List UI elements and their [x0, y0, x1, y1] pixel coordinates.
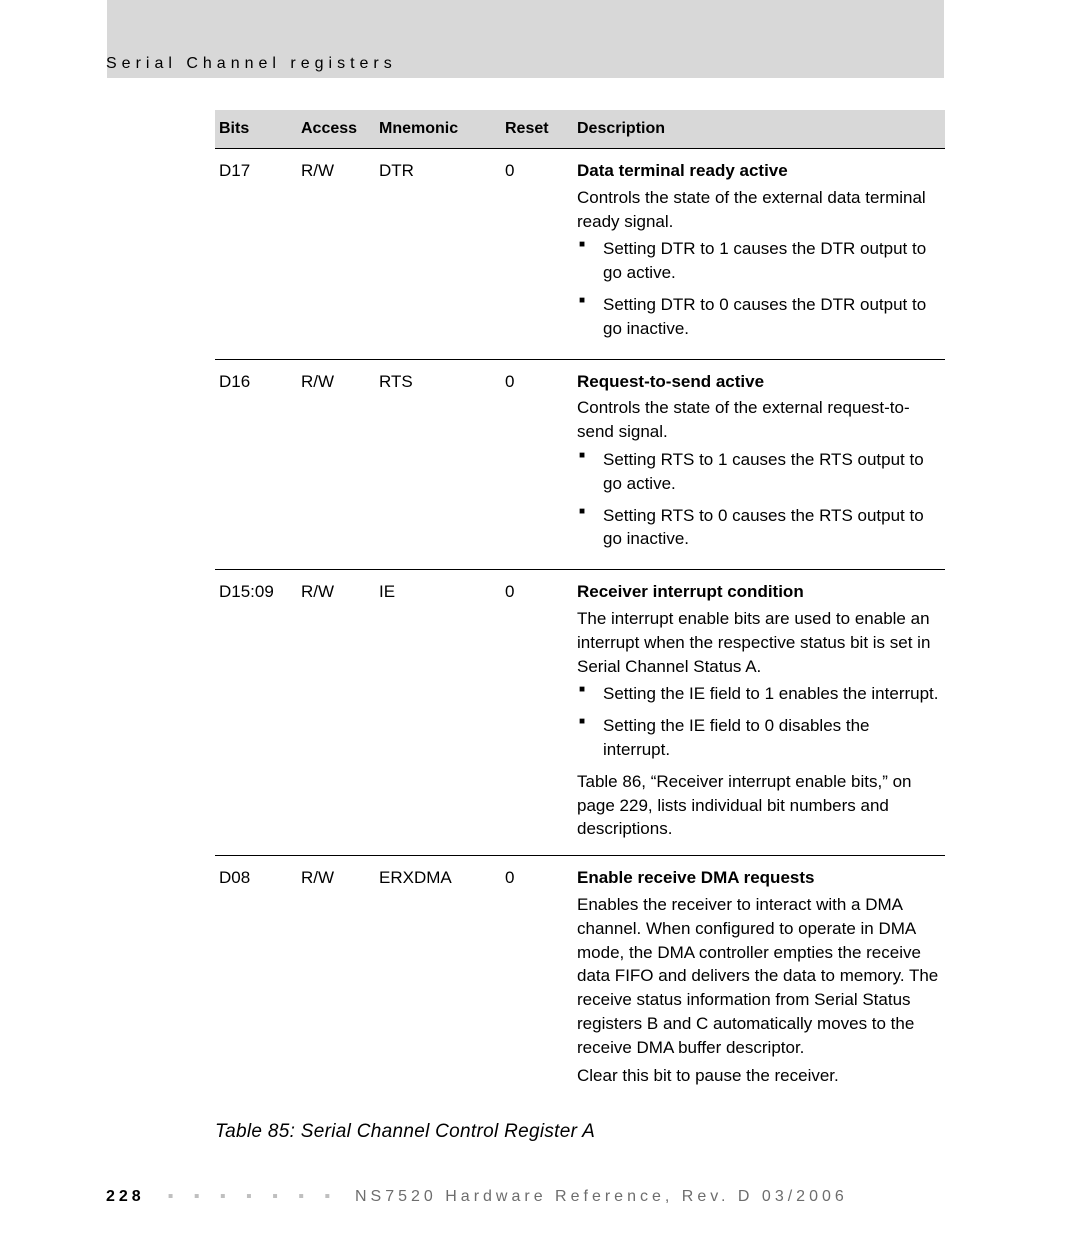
cell-reset: 0: [501, 149, 573, 360]
bullet-list: Setting the IE field to 1 enables the in…: [577, 682, 939, 761]
cell-access: R/W: [297, 570, 375, 856]
bullet-list: Setting RTS to 1 causes the RTS output t…: [577, 448, 939, 551]
register-table: Bits Access Mnemonic Reset Description D…: [215, 110, 945, 1101]
cell-description: Data terminal ready active Controls the …: [573, 149, 945, 360]
bullet-list: Setting DTR to 1 causes the DTR output t…: [577, 237, 939, 340]
bullet-item: Setting the IE field to 0 disables the i…: [577, 714, 939, 762]
desc-paragraph: Enables the receiver to interact with a …: [577, 893, 939, 1060]
cell-reset: 0: [501, 856, 573, 1102]
table-row: D17 R/W DTR 0 Data terminal ready active…: [215, 149, 945, 360]
cell-mnemonic: ERXDMA: [375, 856, 501, 1102]
cell-bits: D15:09: [215, 570, 297, 856]
bullet-item: Setting DTR to 1 causes the DTR output t…: [577, 237, 939, 285]
col-header-access: Access: [297, 110, 375, 149]
cell-mnemonic: DTR: [375, 149, 501, 360]
desc-title: Enable receive DMA requests: [577, 866, 939, 890]
cell-description: Request-to-send active Controls the stat…: [573, 359, 945, 570]
bullet-item: Setting RTS to 1 causes the RTS output t…: [577, 448, 939, 496]
section-title: Serial Channel registers: [106, 55, 397, 73]
desc-title: Request-to-send active: [577, 370, 939, 394]
cell-mnemonic: RTS: [375, 359, 501, 570]
table-caption: Table 85: Serial Channel Control Registe…: [215, 1121, 945, 1143]
cell-access: R/W: [297, 359, 375, 570]
cell-bits: D17: [215, 149, 297, 360]
page-number: 228: [106, 1188, 145, 1205]
cell-access: R/W: [297, 149, 375, 360]
cell-bits: D16: [215, 359, 297, 570]
cell-reset: 0: [501, 570, 573, 856]
content-region: Bits Access Mnemonic Reset Description D…: [215, 110, 945, 1143]
col-header-bits: Bits: [215, 110, 297, 149]
cell-access: R/W: [297, 856, 375, 1102]
desc-title: Receiver interrupt condition: [577, 580, 939, 604]
desc-paragraph: Clear this bit to pause the receiver.: [577, 1064, 939, 1088]
col-header-description: Description: [573, 110, 945, 149]
cell-mnemonic: IE: [375, 570, 501, 856]
desc-paragraph: Table 86, “Receiver interrupt enable bit…: [577, 770, 939, 841]
col-header-reset: Reset: [501, 110, 573, 149]
table-row: D08 R/W ERXDMA 0 Enable receive DMA requ…: [215, 856, 945, 1102]
col-header-mnemonic: Mnemonic: [375, 110, 501, 149]
table-header-row: Bits Access Mnemonic Reset Description: [215, 110, 945, 149]
cell-bits: D08: [215, 856, 297, 1102]
desc-paragraph: The interrupt enable bits are used to en…: [577, 607, 939, 678]
footer-reference: NS7520 Hardware Reference, Rev. D 03/200…: [355, 1188, 848, 1205]
desc-title: Data terminal ready active: [577, 159, 939, 183]
cell-reset: 0: [501, 359, 573, 570]
bullet-item: Setting the IE field to 1 enables the in…: [577, 682, 939, 706]
cell-description: Receiver interrupt condition The interru…: [573, 570, 945, 856]
bullet-item: Setting DTR to 0 causes the DTR output t…: [577, 293, 939, 341]
bullet-item: Setting RTS to 0 causes the RTS output t…: [577, 504, 939, 552]
desc-paragraph: Controls the state of the external data …: [577, 186, 939, 234]
table-row: D16 R/W RTS 0 Request-to-send active Con…: [215, 359, 945, 570]
page-footer: 228 ▪ ▪ ▪ ▪ ▪ ▪ ▪ NS7520 Hardware Refere…: [106, 1188, 848, 1206]
footer-dots: ▪ ▪ ▪ ▪ ▪ ▪ ▪: [168, 1188, 338, 1205]
desc-paragraph: Controls the state of the external reque…: [577, 396, 939, 444]
table-row: D15:09 R/W IE 0 Receiver interrupt condi…: [215, 570, 945, 856]
cell-description: Enable receive DMA requests Enables the …: [573, 856, 945, 1102]
